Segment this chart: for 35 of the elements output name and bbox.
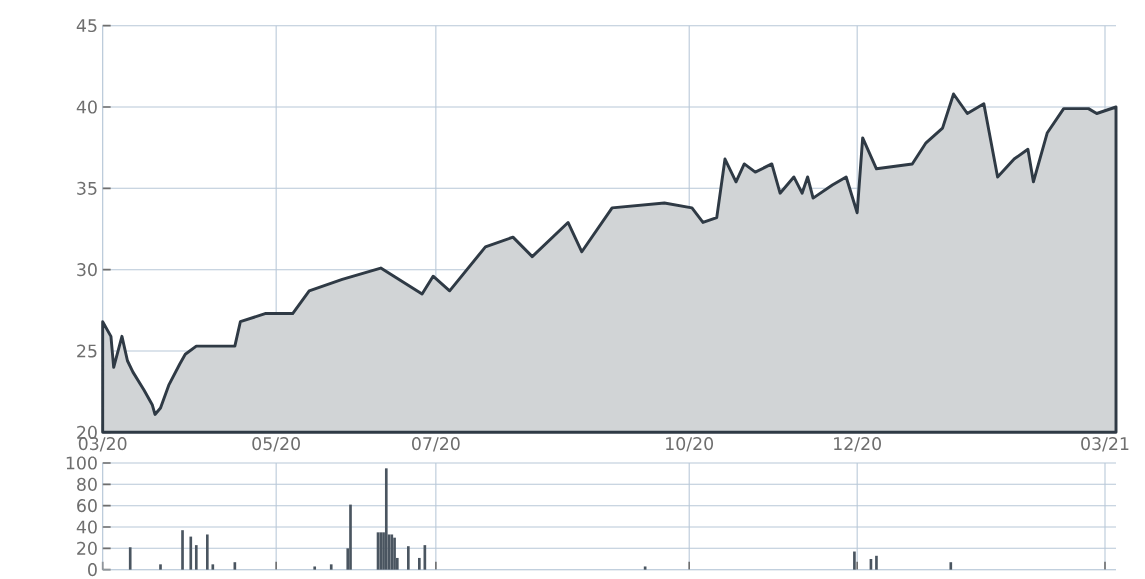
bar [875,555,878,570]
x-tick-label: 12/20 [834,437,881,452]
y-tick-label: 100 [66,456,97,470]
y-tick-label: 40 [76,100,97,114]
x-tick-label: 07/20 [412,437,460,452]
y-tick-label: 20 [77,425,97,439]
bar [194,545,198,570]
bar [313,566,317,570]
bar [384,468,388,570]
bar [181,530,184,570]
bar [205,534,209,570]
x-tick-label: 10/20 [666,437,714,452]
x-tick-label: 03/20 [78,437,127,452]
bar [349,504,352,570]
bar [853,551,856,570]
y-tick-label: 35 [77,181,97,195]
bar [159,564,162,570]
bar [329,564,333,570]
y-tick-label: 20 [77,541,97,555]
bar [128,547,132,570]
y-tick-label: 25 [77,344,97,358]
y-tick-label: 30 [77,263,97,277]
bar [949,562,953,570]
bar [418,557,421,570]
bar [189,536,193,570]
bar [406,546,410,570]
bar [393,537,396,570]
x-tick-label: 03/21 [1081,437,1129,452]
y-tick-label: 45 [76,19,97,33]
y-tick-label: 60 [77,499,97,513]
bar [211,564,215,570]
x-tick-label: 05/20 [252,437,300,452]
y-tick-label: 40 [76,520,97,534]
y-tick-label: 80 [77,477,97,491]
y-tick-label: 0 [88,563,97,577]
